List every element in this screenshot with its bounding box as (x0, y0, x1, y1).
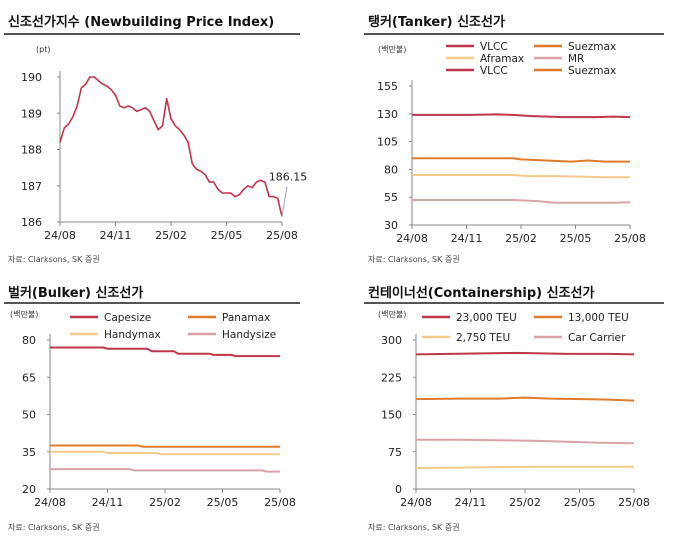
x-tick-label: 24/08 (396, 232, 428, 245)
x-tick-label: 24/11 (451, 232, 483, 245)
series-line (412, 199, 631, 204)
x-tick-label: 25/08 (614, 232, 646, 245)
legend-label: Handymax (104, 329, 161, 341)
x-tick-label: 25/08 (266, 229, 298, 242)
title-underline (4, 302, 300, 304)
y-tick-label: 187 (21, 180, 42, 193)
legend-label: Car Carrier (568, 332, 626, 344)
series-line (416, 438, 635, 445)
x-tick-label: 25/02 (155, 229, 187, 242)
y-tick-label: 20 (22, 483, 36, 496)
series-line (50, 450, 280, 456)
annotation-leader (281, 186, 288, 217)
legend-label: 23,000 TEU (456, 312, 517, 324)
y-tick-label: 30 (384, 219, 398, 232)
y-tick-label: 188 (21, 144, 42, 157)
y-tick-label: 186 (21, 216, 42, 229)
title-underline (364, 302, 664, 304)
x-tick-label: 24/11 (455, 496, 487, 509)
title-underline (364, 33, 664, 35)
source-note: 자료: Clarksons, SK 증권 (368, 523, 460, 532)
series-line (415, 465, 634, 470)
x-tick-label: 25/05 (564, 496, 596, 509)
y-tick-label: 189 (21, 107, 42, 120)
chart-bulker: (백만불) 20 35 50 65 80 24/08 24/11 25/02 25/05 25/08… (10, 309, 296, 509)
y-unit-label: (백만불) (378, 309, 406, 319)
chart-title: 탱커(Tanker) 신조선가 (368, 15, 505, 30)
y-unit-label: (백만불) (10, 309, 38, 319)
y-tick-label: 130 (377, 108, 398, 121)
series-line (59, 76, 283, 217)
series-line (412, 174, 630, 179)
legend-label: Aframax (480, 53, 524, 65)
y-tick-label: 225 (381, 371, 402, 384)
x-tick-label: 24/08 (44, 229, 76, 242)
series-line (412, 113, 631, 119)
x-tick-label: 24/08 (34, 496, 66, 509)
chart-panel-bulker: 벌커(Bulker) 신조선가 (백만불) 20 35 50 65 80 24/08 24/1… (0, 270, 300, 538)
y-tick-label: 55 (384, 191, 398, 204)
legend-label: Panamax (222, 312, 270, 324)
y-tick-label: 80 (22, 334, 36, 347)
x-tick-label: 25/05 (560, 232, 592, 245)
y-tick-label: 150 (381, 409, 402, 422)
chart-panel-newbuilding-index: 신조선가지수 (Newbuilding Price Index) (pt) 186… (0, 0, 307, 270)
x-tick-label: 25/08 (618, 496, 650, 509)
x-tick-label: 24/11 (100, 229, 132, 242)
series-line (415, 351, 635, 356)
series-line (50, 444, 280, 448)
y-tick-label: 105 (377, 136, 398, 149)
chart-tanker: (백만불) 30 55 80 105 130 155 24/08 24/11 25/02 25/05… (377, 41, 646, 245)
chart-title: 벌커(Bulker) 신조선가 (8, 286, 144, 301)
y-tick-label: 190 (21, 71, 42, 84)
source-note: 자료: Clarksons, SK 증권 (368, 255, 460, 264)
y-tick-label: 155 (377, 80, 398, 93)
x-tick-label: 25/08 (264, 496, 296, 509)
y-tick-label: 300 (381, 334, 402, 347)
y-tick-label: 65 (22, 371, 36, 384)
x-tick-label: 25/02 (509, 496, 541, 509)
legend-label: VLCC (480, 65, 508, 77)
legend-label: Suezmax (568, 65, 616, 77)
chart-panel-containership: 컨테이너선(Containership) 신조선가 (백만불) 0 75 150 225… (362, 270, 677, 538)
y-tick-label: 0 (395, 483, 402, 496)
chart-containership: (백만불) 0 75 150 225 300 24/08 24/11 25/02 25/05 25/… (378, 309, 650, 509)
source-note: 자료: Clarksons, SK 증권 (8, 255, 100, 264)
y-tick-label: 80 (384, 163, 398, 176)
x-tick-label: 25/05 (207, 496, 239, 509)
series-line (412, 157, 630, 163)
series-line (50, 346, 280, 358)
chart-panel-tanker: 탱커(Tanker) 신조선가 (백만불) 30 55 80 105 130 155 24/0… (362, 0, 677, 270)
legend-label: MR (568, 53, 584, 65)
chart-title: 컨테이너선(Containership) 신조선가 (368, 286, 595, 301)
legend-label: VLCC (480, 41, 508, 53)
y-tick-label: 35 (22, 446, 36, 459)
y-tick-label: 75 (388, 446, 402, 459)
x-tick-label: 25/05 (211, 229, 243, 242)
legend-label: 13,000 TEU (568, 312, 629, 324)
annotation-label: 186.15 (269, 171, 308, 184)
x-tick-label: 24/08 (400, 496, 432, 509)
source-note: 자료: Clarksons, SK 증권 (8, 523, 100, 532)
x-tick-label: 24/11 (92, 496, 124, 509)
title-underline (4, 33, 300, 35)
legend-label: Suezmax (568, 41, 616, 53)
series-line (415, 396, 635, 402)
legend-label: Handysize (222, 329, 276, 341)
chart-title: 신조선가지수 (Newbuilding Price Index) (8, 15, 275, 30)
y-unit-label: (pt) (36, 45, 50, 54)
series-line (50, 468, 280, 473)
x-tick-label: 25/02 (505, 232, 537, 245)
chart-newbuilding-index: (pt) 186 187 188 189 190 24/08 24/11 25/02 25/05 2… (21, 45, 307, 242)
legend-label: Capesize (104, 312, 151, 324)
y-tick-label: 50 (22, 409, 36, 422)
y-unit-label: (백만불) (378, 44, 406, 54)
x-tick-label: 25/02 (149, 496, 181, 509)
legend-label: 2,750 TEU (456, 332, 510, 344)
